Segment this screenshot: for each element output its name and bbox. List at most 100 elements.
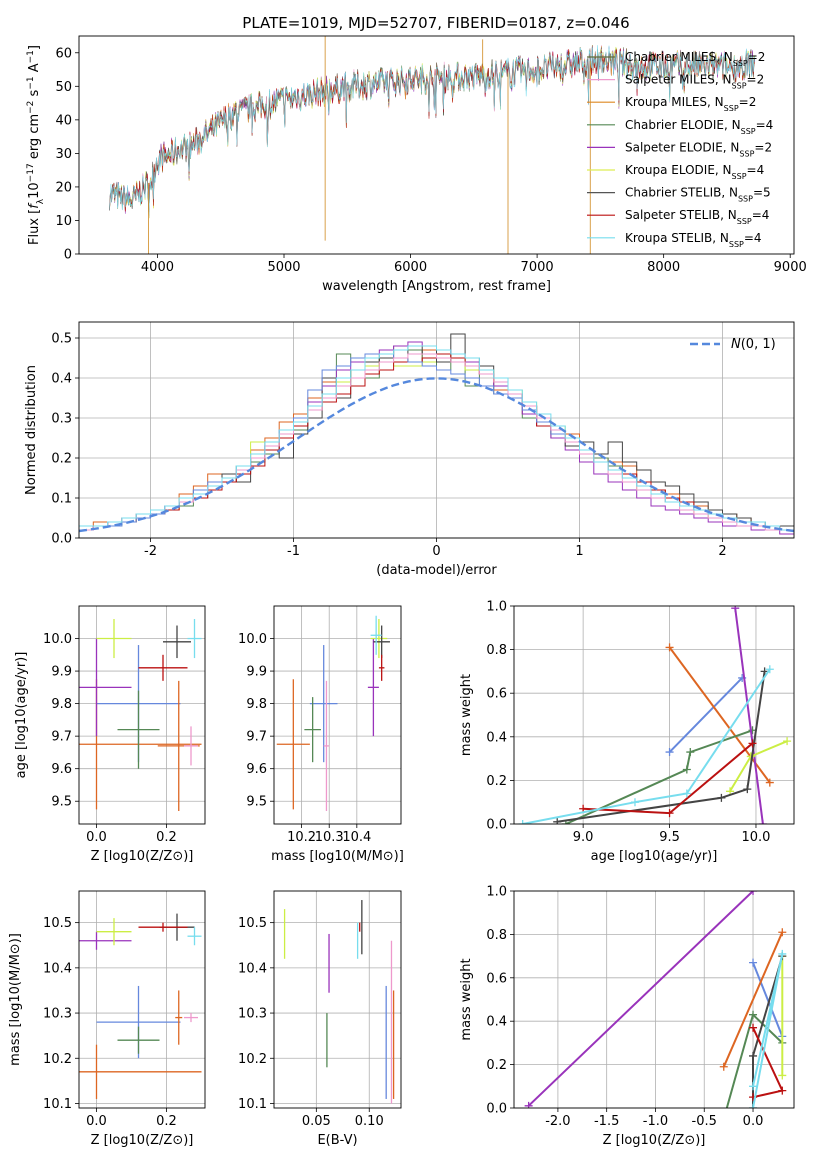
histogram-steps <box>79 345 794 538</box>
x-tick-label: 7000 <box>521 260 554 275</box>
x-tick-label: 5000 <box>267 260 300 275</box>
label-part: s <box>27 89 42 100</box>
y-tick-label: 20 <box>55 180 72 195</box>
y-tick-label: 0.5 <box>51 332 72 347</box>
weight-marker <box>749 1082 758 1091</box>
x-tick-label: 10.0 <box>741 830 770 845</box>
legend-entry-name: Salpeter STELIB, N <box>625 208 737 222</box>
y-tick-label: 0.4 <box>486 730 507 745</box>
legend-entry: Kroupa ELODIE, NSSP=4 <box>625 163 764 181</box>
y-tick-label: 50 <box>55 80 72 95</box>
legend-entry-name: Kroupa ELODIE, N <box>625 163 732 177</box>
y-tick-label: 9.6 <box>246 762 267 777</box>
weight-line <box>668 677 743 753</box>
label-part: f <box>27 202 42 209</box>
weight-marker <box>665 643 674 652</box>
label-part: 10 <box>27 182 42 199</box>
y-tick-label: 10.0 <box>43 632 72 647</box>
x-tick-label: -1.0 <box>643 1114 668 1129</box>
y-tick-label: 10.2 <box>43 1052 72 1067</box>
x-tick-label: 9000 <box>774 260 807 275</box>
x-tick-label: 10.3 <box>315 830 344 845</box>
x-tick-label: -0.5 <box>692 1114 717 1129</box>
y-axis-label: Flux [fλ10−17 erg cm−2 s−1 A−1] <box>26 45 46 245</box>
label-part: Flux [ <box>27 209 42 245</box>
y-tick-label: 0.4 <box>51 372 72 387</box>
y-tick-label: 9.7 <box>246 730 267 745</box>
weight-marker <box>749 1104 758 1108</box>
y-tick-label: 0.1 <box>51 492 72 507</box>
y-axis-label: mass weight <box>459 674 474 756</box>
legend-entry-name: Kroupa MILES, N <box>625 95 724 109</box>
axes-frame <box>513 605 795 825</box>
y-tick-label: 10.4 <box>238 961 267 976</box>
weight-marker <box>778 949 787 958</box>
legend-entry-sub: SSP <box>732 81 747 90</box>
weight-marker <box>665 748 674 757</box>
y-tick-label: 0.6 <box>486 687 507 702</box>
weight-line <box>527 891 754 1107</box>
weight-marker <box>778 1071 787 1080</box>
legend-entry-sub: SSP <box>733 59 748 68</box>
weight-marker <box>749 1023 758 1032</box>
x-axis-label: (data-model)/error <box>376 563 497 578</box>
spectrum-panel: 4000 5000 6000 7000 8000 9000 0 10 20 30 40 50 60 wav… <box>26 35 807 294</box>
legend-entry-n: =2 <box>739 95 757 109</box>
normal-curve <box>79 377 794 533</box>
plot-area <box>79 619 202 811</box>
label-part: −1 <box>26 50 36 63</box>
y-tick-label: 30 <box>55 147 72 162</box>
weight-line <box>557 671 766 823</box>
legend-entry: Salpeter STELIB, NSSP=4 <box>625 208 769 226</box>
axes-frame <box>78 605 206 825</box>
x-axis-label: age [log10(age/yr)] <box>591 849 718 864</box>
axes-frame <box>78 890 206 1109</box>
axes-frame <box>78 321 795 539</box>
weight-marker <box>749 1010 758 1019</box>
label-part: −17 <box>26 163 36 182</box>
x-tick-label: 9.0 <box>573 830 594 845</box>
axes-frame <box>78 35 795 255</box>
legend-entry-n: =4 <box>744 231 762 245</box>
x-tick-label: -1.5 <box>594 1114 619 1129</box>
y-tick-label: 0.2 <box>486 1058 507 1073</box>
legend-entry-name: Salpeter MILES, N <box>625 73 732 87</box>
legend-entry-sub: SSP <box>732 172 747 181</box>
legend-entry: N(0, 1) <box>731 337 776 352</box>
y-tick-label: 10.3 <box>238 1007 267 1022</box>
x-axis-label: E(B-V) <box>317 1133 357 1148</box>
y-axis-label: age [log10(age/yr)] <box>14 652 29 779</box>
y-tick-label: 9.8 <box>246 697 267 712</box>
label-part: −1 <box>26 76 36 89</box>
legend-entry: Salpeter ELODIE, NSSP=2 <box>625 140 772 158</box>
label-part: A <box>27 63 42 76</box>
y-tick-label: 1.0 <box>486 885 507 900</box>
y-tick-label: 0.8 <box>486 643 507 658</box>
weight-marker <box>778 1086 787 1095</box>
x-tick-label: 0.2 <box>156 830 177 845</box>
x-tick-label: 0.0 <box>86 830 107 845</box>
weight-marker <box>665 809 674 818</box>
x-tick-label: 0.10 <box>355 1114 384 1129</box>
weight-marker <box>717 793 726 802</box>
legend-entry: Kroupa STELIB, NSSP=4 <box>625 231 762 249</box>
legend-entry-name: N <box>731 337 741 352</box>
y-tick-label: 10.3 <box>43 1007 72 1022</box>
histogram-steps <box>79 353 794 538</box>
legend-entry: Chabrier MILES, NSSP=2 <box>625 50 765 68</box>
legend-entry: Kroupa MILES, NSSP=2 <box>625 95 756 113</box>
weight-marker <box>758 820 767 824</box>
y-tick-label: 10.2 <box>238 1052 267 1067</box>
axes-frame <box>513 890 795 1109</box>
x-axis-label: Z [log10(Z/Z⊙)] <box>91 1133 194 1148</box>
x-tick-label: 0.2 <box>156 1114 177 1129</box>
x-tick-label: 0 <box>432 544 440 559</box>
y-tick-label: 10.1 <box>238 1097 267 1112</box>
y-tick-label: 0 <box>64 248 72 263</box>
x-axis-label: wavelength [Angstrom, rest frame] <box>322 279 551 294</box>
y-axis-label: mass [log10(M/M⊙)] <box>8 933 23 1066</box>
weight-marker <box>748 739 757 748</box>
x-tick-label: -1 <box>287 544 300 559</box>
weight-marker <box>765 665 774 674</box>
x-tick-label: 10.4 <box>342 830 371 845</box>
